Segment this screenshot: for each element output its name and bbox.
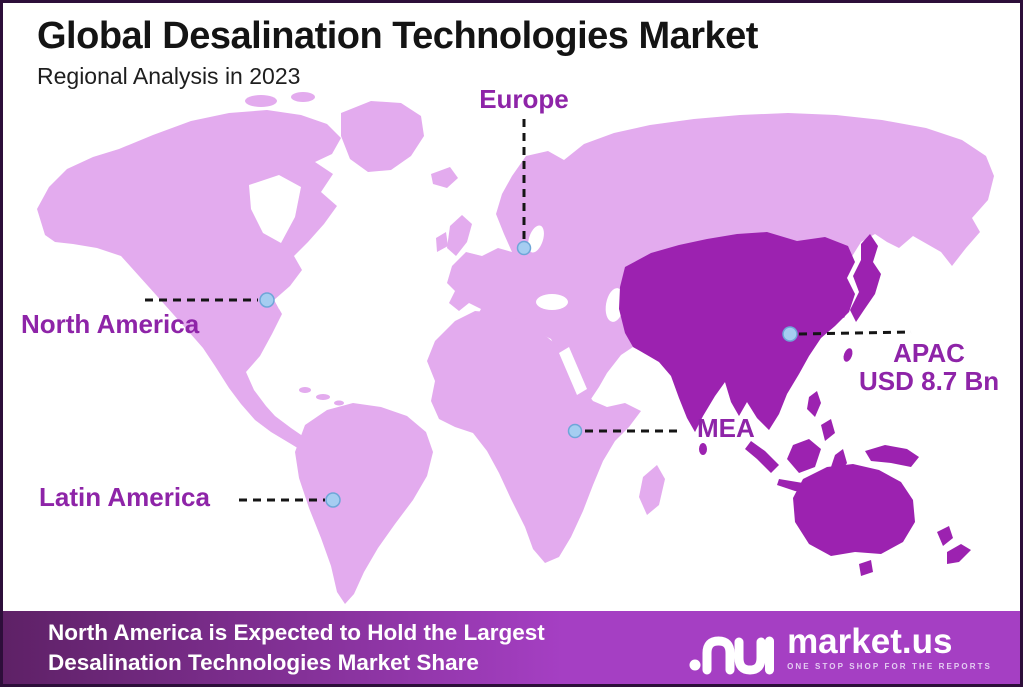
label-europe: Europe	[479, 84, 569, 114]
region-australia	[793, 464, 915, 556]
banner-line2: Desalination Technologies Market Share	[48, 649, 479, 675]
region-new-zealand	[947, 544, 971, 564]
marker-europe	[516, 240, 532, 256]
black-sea	[536, 294, 568, 310]
marker-apac	[782, 326, 798, 342]
world-map	[37, 92, 994, 604]
market-us-logo: market.us ONE STOP SHOP FOR THE REPORTS	[689, 620, 992, 676]
label-apac-value: USD 8.7 Bn	[859, 366, 1000, 397]
bottom-banner: North America is Expected to Hold the La…	[3, 611, 1020, 684]
marker-latin-america	[325, 492, 341, 508]
baltic-sea	[528, 225, 544, 253]
header: Global Desalination Technologies Market …	[37, 15, 758, 90]
arctic-island	[245, 95, 277, 107]
region-greenland	[341, 101, 424, 172]
caribbean-island	[316, 394, 330, 400]
hudson-bay	[249, 175, 301, 243]
red-sea	[559, 347, 587, 395]
region-new-zealand	[937, 526, 953, 546]
persian-gulf	[623, 348, 643, 362]
region-iceland	[431, 167, 458, 188]
label-apac-name: APAC	[893, 338, 965, 368]
region-japan	[850, 234, 881, 322]
label-mea: MEA	[697, 413, 755, 443]
logo-tagline: ONE STOP SHOP FOR THE REPORTS	[787, 662, 992, 671]
region-uk	[447, 215, 472, 256]
banner-headline: North America is Expected to Hold the La…	[48, 618, 545, 677]
marker-mea	[567, 423, 583, 439]
label-north-america: North America	[21, 309, 200, 339]
logo-name: market.us	[787, 622, 953, 661]
label-latin-america: Latin America	[39, 482, 210, 512]
caribbean-island	[299, 387, 311, 393]
region-madagascar	[639, 465, 665, 515]
caribbean-island	[334, 400, 344, 406]
region-philippines	[807, 391, 821, 417]
region-borneo	[787, 439, 821, 473]
region-sumatra	[745, 441, 779, 473]
great-lakes	[275, 297, 303, 311]
callout-line-apac	[798, 330, 912, 336]
region-tasmania	[859, 560, 873, 576]
marker-north-america	[259, 292, 275, 308]
region-sri-lanka	[699, 443, 707, 455]
market-us-logo-icon	[689, 635, 775, 675]
region-philippines	[821, 419, 835, 441]
page-title: Global Desalination Technologies Market	[37, 15, 758, 57]
region-new-guinea	[865, 445, 919, 467]
page-subtitle: Regional Analysis in 2023	[37, 62, 301, 89]
region-apac-mainland	[619, 232, 855, 432]
region-africa	[427, 311, 641, 563]
logo-wordmark: market.us ONE STOP SHOP FOR THE REPORTS	[787, 624, 992, 671]
arctic-island	[291, 92, 315, 102]
region-ireland	[436, 232, 448, 252]
region-korea	[836, 294, 850, 318]
region-taiwan	[843, 348, 853, 362]
label-apac: APAC USD 8.7 Bn	[859, 339, 999, 395]
banner-line1: North America is Expected to Hold the La…	[48, 619, 545, 645]
region-south-america	[295, 403, 433, 604]
region-north-america	[37, 110, 341, 455]
